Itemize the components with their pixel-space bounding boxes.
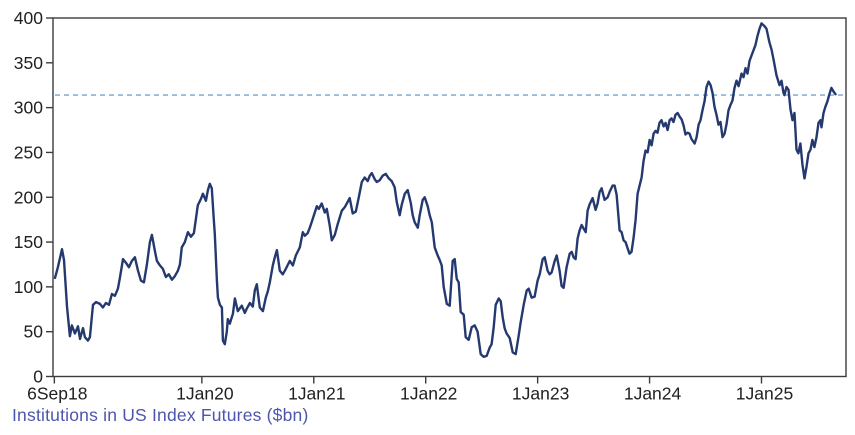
x-tick-label: 1Jan20 <box>176 384 234 404</box>
y-tick-label: 50 <box>24 322 44 342</box>
x-tick-label: 1Jan23 <box>512 384 569 404</box>
chart-caption: Institutions in US Index Futures ($bn) <box>12 405 309 425</box>
plot-border <box>52 17 847 378</box>
data-series-line <box>53 22 837 358</box>
x-tick-label: 1Jan22 <box>400 384 457 404</box>
y-tick-label: 400 <box>14 8 43 28</box>
y-tick-label: 0 <box>33 367 43 387</box>
x-tick-label: 6Sep18 <box>27 384 87 404</box>
y-tick-label: 100 <box>14 277 43 297</box>
x-tick-label: 1Jan21 <box>288 384 345 404</box>
y-tick-label: 150 <box>14 232 43 252</box>
x-tick-label: 1Jan25 <box>736 384 793 404</box>
y-tick-label: 350 <box>14 53 43 73</box>
y-tick-label: 250 <box>14 142 43 162</box>
x-tick-label: 1Jan24 <box>624 384 682 404</box>
y-tick-label: 300 <box>14 98 43 118</box>
y-tick-label: 200 <box>14 187 43 207</box>
